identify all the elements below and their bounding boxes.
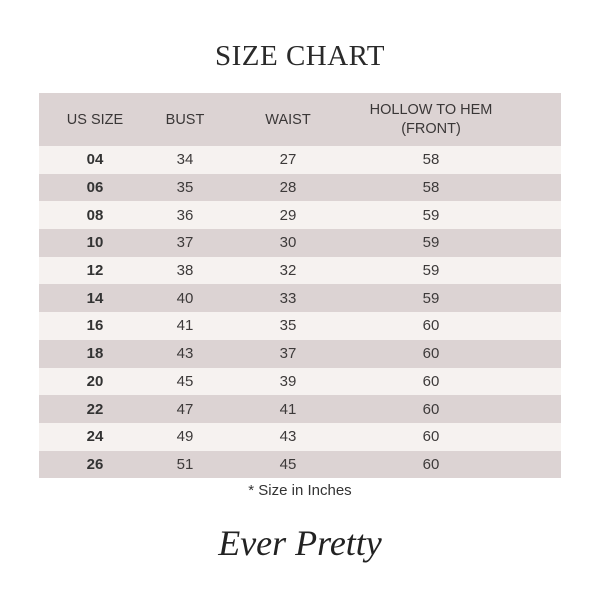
cell-us-size: 06 xyxy=(86,179,104,197)
cell-us-size: 26 xyxy=(86,455,104,473)
cell-bust: 34 xyxy=(176,151,194,169)
cell-hollow-to-hem: 60 xyxy=(422,372,440,390)
cell-bust: 47 xyxy=(176,400,194,418)
header-hollow-to-hem: HOLLOW TO HEM (FRONT) xyxy=(357,101,505,139)
cell-bust: 40 xyxy=(176,289,194,307)
cell-waist: 29 xyxy=(279,206,297,224)
table-row: 22 47 41 60 xyxy=(39,395,561,423)
cell-bust: 35 xyxy=(176,179,194,197)
size-table: US SIZE BUST WAIST HOLLOW TO HEM (FRONT)… xyxy=(39,93,561,479)
table-row: 04 34 27 58 xyxy=(39,146,561,174)
size-note: * Size in Inches xyxy=(248,482,352,499)
cell-us-size: 08 xyxy=(86,206,104,224)
cell-waist: 41 xyxy=(279,400,297,418)
cell-waist: 45 xyxy=(279,455,297,473)
cell-bust: 51 xyxy=(176,455,194,473)
cell-waist: 32 xyxy=(279,262,297,280)
header-waist: WAIST xyxy=(265,111,311,128)
table-row: 10 37 30 59 xyxy=(39,229,561,257)
cell-hollow-to-hem: 60 xyxy=(422,317,440,335)
brand-logo: Ever Pretty xyxy=(218,523,382,563)
table-row: 12 38 32 59 xyxy=(39,256,561,285)
cell-bust: 43 xyxy=(176,345,194,363)
table-row: 26 51 45 60 xyxy=(39,450,561,479)
cell-us-size: 12 xyxy=(86,262,104,280)
table-header: US SIZE BUST WAIST HOLLOW TO HEM (FRONT) xyxy=(39,93,561,146)
cell-us-size: 14 xyxy=(86,289,104,307)
cell-bust: 45 xyxy=(176,372,194,390)
cell-waist: 37 xyxy=(279,345,297,363)
cell-hollow-to-hem: 60 xyxy=(422,428,440,446)
cell-hollow-to-hem: 60 xyxy=(422,400,440,418)
cell-bust: 36 xyxy=(176,206,194,224)
cell-us-size: 22 xyxy=(86,400,104,418)
header-bust: BUST xyxy=(165,111,205,128)
cell-bust: 37 xyxy=(176,234,194,252)
page-title: SIZE CHART xyxy=(214,40,385,72)
cell-waist: 33 xyxy=(279,289,297,307)
cell-waist: 30 xyxy=(279,234,297,252)
cell-hollow-to-hem: 58 xyxy=(422,151,440,169)
cell-bust: 49 xyxy=(176,428,194,446)
table-row: 06 35 28 58 xyxy=(39,173,561,202)
table-row: 08 36 29 59 xyxy=(39,201,561,230)
cell-bust: 38 xyxy=(176,262,194,280)
cell-waist: 28 xyxy=(279,179,297,197)
cell-us-size: 10 xyxy=(86,234,104,252)
table-row: 18 43 37 60 xyxy=(39,339,561,368)
cell-us-size: 16 xyxy=(86,317,104,335)
cell-waist: 39 xyxy=(279,372,297,390)
cell-waist: 43 xyxy=(279,428,297,446)
table-row: 16 41 35 60 xyxy=(39,312,561,340)
cell-hollow-to-hem: 59 xyxy=(422,234,440,252)
table-row: 14 40 33 59 xyxy=(39,284,561,313)
cell-waist: 35 xyxy=(279,317,297,335)
cell-waist: 27 xyxy=(279,151,297,169)
cell-hollow-to-hem: 59 xyxy=(422,289,440,307)
table-row: 20 45 39 60 xyxy=(39,367,561,396)
cell-hollow-to-hem: 58 xyxy=(422,179,440,197)
table-row: 24 49 43 60 xyxy=(39,422,561,451)
header-hollow-line1: HOLLOW TO HEM xyxy=(369,101,493,118)
cell-bust: 41 xyxy=(176,317,194,335)
cell-us-size: 18 xyxy=(86,345,104,363)
cell-hollow-to-hem: 59 xyxy=(422,206,440,224)
cell-hollow-to-hem: 59 xyxy=(422,262,440,280)
cell-us-size: 20 xyxy=(86,372,104,390)
cell-us-size: 24 xyxy=(86,428,104,446)
cell-hollow-to-hem: 60 xyxy=(422,345,440,363)
cell-us-size: 04 xyxy=(86,151,104,169)
header-hollow-line2: (FRONT) xyxy=(401,120,461,137)
header-us-size: US SIZE xyxy=(66,111,124,128)
cell-hollow-to-hem: 60 xyxy=(422,455,440,473)
